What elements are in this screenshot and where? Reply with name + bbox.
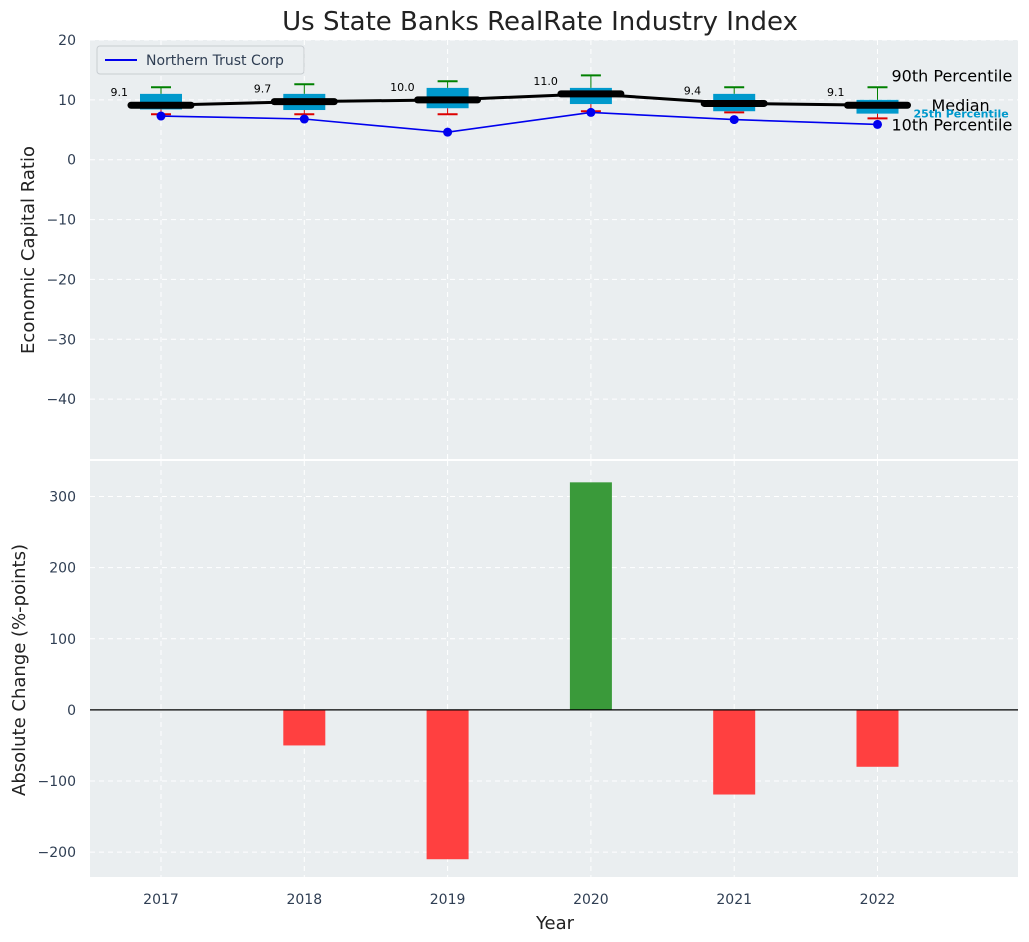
change-bar <box>856 709 899 767</box>
northern-trust-point <box>299 114 309 124</box>
median-value-label: 11.0 <box>533 75 558 88</box>
bottom-y-tick-label: 0 <box>67 703 76 719</box>
northern-trust-point <box>873 119 882 129</box>
median-value-label: 10.0 <box>390 81 415 94</box>
bottom-plot-area <box>90 461 1018 877</box>
median-value-label: 9.7 <box>254 83 272 96</box>
bottom-y-tick-label: 200 <box>49 561 76 577</box>
median-series-line <box>160 92 878 107</box>
median-value-label: 9.1 <box>827 86 845 99</box>
median-value-label: 9.4 <box>684 84 702 97</box>
x-axis-label: Year <box>535 913 575 934</box>
northern-trust-point <box>156 111 166 121</box>
top-y-tick-label: 0 <box>67 153 76 169</box>
change-bar <box>569 482 612 710</box>
top-y-tick-label: 10 <box>58 93 76 109</box>
change-bar <box>713 709 756 795</box>
bottom-y-tick-label: 300 <box>49 490 76 506</box>
top-y-tick-label: 20 <box>58 33 76 49</box>
x-tick-label: 2021 <box>716 892 752 908</box>
annotation-median: Median <box>932 96 990 115</box>
bottom-y-tick-label: 100 <box>49 632 76 648</box>
top-panel: 20 10 0 −10 −20 −30 −40 9.1 9.7 10.0 11.0 9.4 9.1 90t… <box>46 33 1018 459</box>
chart-title: Us State Banks RealRate Industry Index <box>282 7 798 37</box>
top-y-tick-label: −40 <box>46 392 76 408</box>
median-value-label: 9.1 <box>111 86 129 99</box>
northern-trust-point <box>586 107 596 117</box>
annotation-25th: 25th Percentile <box>914 108 1009 121</box>
bottom-panel: 300 200 100 0 −100 −200 2017 2018 2019 2020 2021 20… <box>38 461 1018 908</box>
x-tick-label: 2020 <box>573 892 609 908</box>
bottom-y-axis-label: Absolute Change (%-points) <box>9 544 30 796</box>
northern-trust-series-line <box>160 111 878 133</box>
legend: Northern Trust Corp <box>96 45 305 75</box>
top-y-tick-label: −20 <box>46 272 76 288</box>
x-tick-label: 2018 <box>286 892 322 908</box>
top-y-axis-label: Economic Capital Ratio <box>18 146 39 354</box>
x-tick-label: 2022 <box>860 892 896 908</box>
bottom-y-tick-label: −100 <box>38 774 76 790</box>
annotation-90th: 90th Percentile <box>892 66 1013 85</box>
legend-label-northern-trust: Northern Trust Corp <box>146 53 284 69</box>
bottom-y-tick-label: −200 <box>38 845 76 861</box>
x-tick-label: 2019 <box>430 892 466 908</box>
northern-trust-point <box>443 127 453 137</box>
northern-trust-point <box>729 115 739 125</box>
x-tick-label: 2017 <box>143 892 179 908</box>
change-bar <box>283 709 326 746</box>
annotation-10th: 10th Percentile <box>892 115 1013 134</box>
top-y-tick-label: −30 <box>46 332 76 348</box>
change-bar <box>426 709 469 860</box>
legend-box <box>96 45 305 75</box>
top-y-tick-label: −10 <box>46 213 76 229</box>
